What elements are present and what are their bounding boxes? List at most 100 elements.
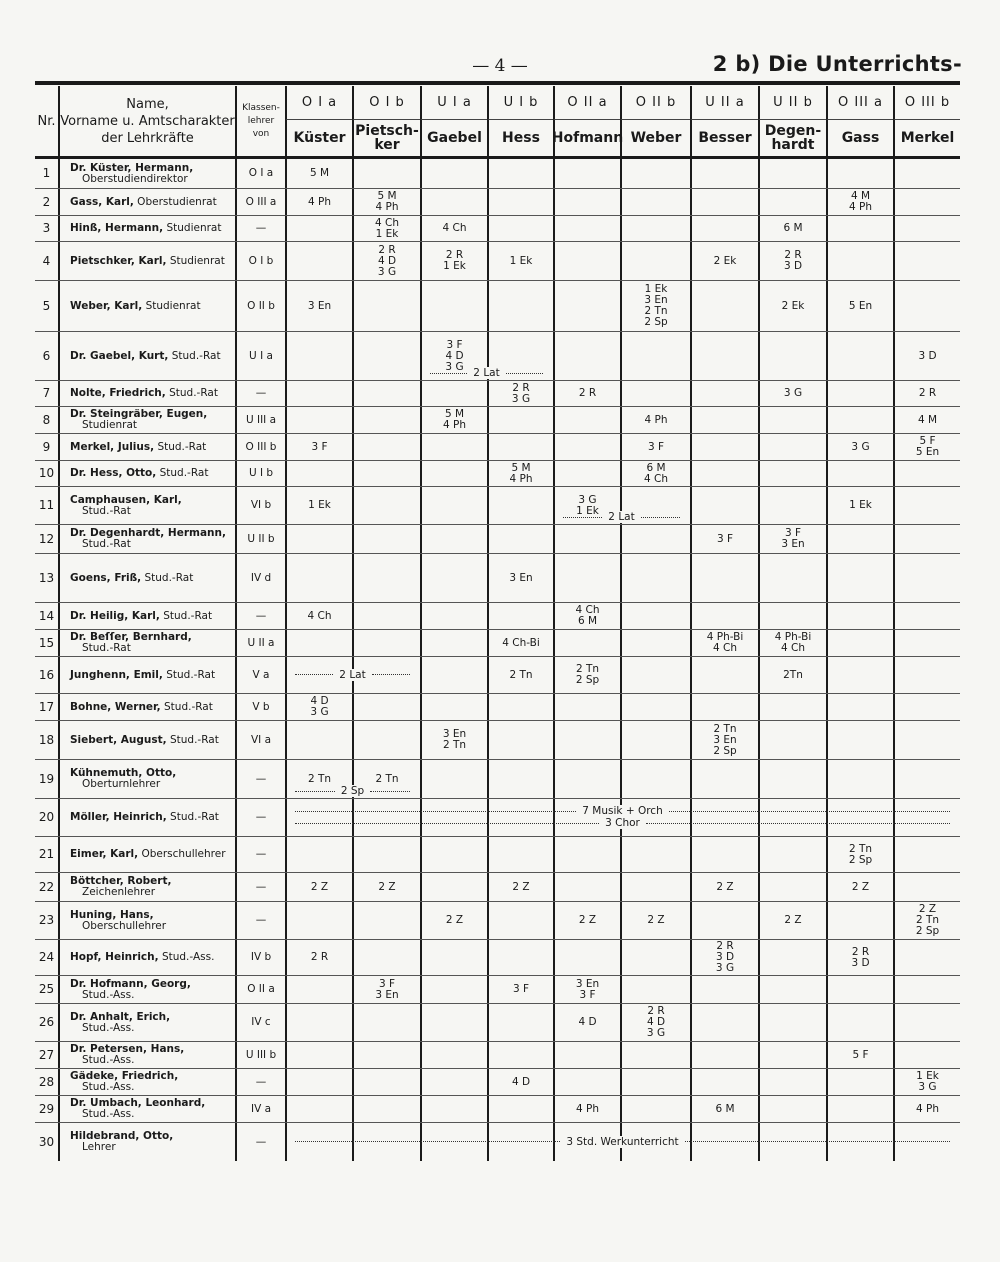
lesson-cell xyxy=(826,407,893,433)
table-row: 21 Eimer, Karl, Oberschullehrer — 2 Tn 2 Sp xyxy=(35,837,960,873)
lesson-cell xyxy=(620,525,690,553)
teacher-name-line: Dr. Beſſer, Bernhard, xyxy=(70,632,192,643)
lesson-cell xyxy=(285,837,352,872)
class-teacher-of: — xyxy=(235,799,285,836)
lesson-cell xyxy=(553,694,620,720)
teacher-surname: Böttcher, Robert, xyxy=(70,875,172,887)
lesson-cell xyxy=(690,332,758,380)
lesson-cell: 4 Ph-Bi 4 Ch xyxy=(690,630,758,656)
lesson-cell xyxy=(620,159,690,188)
shared-lesson-line: 2 Lat xyxy=(557,511,686,523)
lesson-cell xyxy=(690,1042,758,1068)
teacher-rank: Zeichenlehrer xyxy=(82,886,156,898)
teacher-name: Junghenn, Emil, Stud.-Rat xyxy=(58,657,235,693)
lesson-cell: 4 Ch xyxy=(285,603,352,629)
lesson-cell xyxy=(758,189,826,215)
lesson-cell: 4 D xyxy=(487,1069,553,1095)
lesson-cell xyxy=(826,242,893,280)
lesson-cell xyxy=(620,873,690,901)
teacher-name-line: Hopf, Heinrich, Stud.-Ass. xyxy=(70,952,214,963)
teacher-surname: Merkel, Julius, xyxy=(70,440,155,453)
shared-lesson-label: 2 Lat xyxy=(608,511,635,523)
lesson-cell xyxy=(690,407,758,433)
lesson-cell xyxy=(553,407,620,433)
teacher-surname: Kühnemuth, Otto, xyxy=(70,767,177,779)
dotted-leader xyxy=(668,810,951,812)
lesson-cell xyxy=(826,657,893,693)
lesson-cell: 2 R xyxy=(553,381,620,406)
lesson-cell: 3 En xyxy=(487,554,553,602)
teacher-rank: Oberschullehrer xyxy=(82,919,167,932)
lesson-cell: 5 M 4 Ph xyxy=(420,407,487,433)
teacher-name: Dr. Hofmann, Georg, Stud.-Ass. xyxy=(58,976,235,1003)
teacher-surname: Hinß, Hermann, xyxy=(70,222,164,234)
lesson-cell xyxy=(893,694,960,720)
lesson-cell xyxy=(352,159,420,188)
lesson-cell xyxy=(487,940,553,975)
lesson-cell xyxy=(826,603,893,629)
lesson-cell xyxy=(620,487,690,524)
lesson-cell xyxy=(690,461,758,486)
row-number: 2 xyxy=(42,194,51,209)
header-class: O I b xyxy=(352,86,420,120)
lesson-cell xyxy=(690,216,758,241)
teacher-title: Stud.-Rat xyxy=(168,349,221,362)
lesson-cell xyxy=(352,799,420,836)
lesson-cell xyxy=(758,159,826,188)
lesson-cell xyxy=(420,657,487,693)
dotted-leader xyxy=(295,790,335,792)
lesson-cell: 2 Tn 2 Sp xyxy=(826,837,893,872)
lesson-cell: 3 D xyxy=(893,332,960,380)
class-teacher-of: U I b xyxy=(235,461,285,486)
teacher-surname: Dr. Umbach, Leonhard, xyxy=(70,1097,206,1109)
shared-lesson: 7 Musik + Orch 3 Chor xyxy=(285,805,960,830)
lesson-cell: 4 M xyxy=(893,407,960,433)
lesson-cell xyxy=(893,525,960,553)
teacher-name: Goens, Friß, Stud.-Rat xyxy=(58,554,235,602)
teacher-name: Dr. Steingräber, Eugen, Studienrat xyxy=(58,407,235,433)
lesson-cell xyxy=(690,487,758,524)
lesson-cell xyxy=(893,873,960,901)
lesson-cell xyxy=(690,434,758,460)
lesson-cell xyxy=(553,189,620,215)
lesson-cell xyxy=(553,281,620,331)
shared-lesson: 2 Lat xyxy=(285,668,420,682)
lesson-cell xyxy=(487,487,553,524)
lesson-cell: 3 F xyxy=(285,434,352,460)
header-class: O II a xyxy=(553,86,620,120)
lesson-cell: 1 Ek 3 G xyxy=(893,1069,960,1095)
lesson-cell xyxy=(285,216,352,241)
shared-lesson-label: 3 Chor xyxy=(605,817,640,829)
lesson-cell xyxy=(285,976,352,1003)
lesson-cell: 2 R 1 Ek xyxy=(420,242,487,280)
lesson-cell xyxy=(690,554,758,602)
lesson-cell: 1 Ek xyxy=(487,242,553,280)
lesson-cell xyxy=(487,799,553,836)
lesson-cell xyxy=(352,837,420,872)
teacher-surname: Nolte, Friedrich, xyxy=(70,387,166,399)
class-teacher-of: IV c xyxy=(235,1004,285,1041)
lesson-cell xyxy=(553,837,620,872)
lesson-cell xyxy=(826,694,893,720)
dotted-leader xyxy=(645,822,950,824)
lesson-cell xyxy=(285,1096,352,1122)
teacher-title: Oberstudienrat xyxy=(133,195,217,208)
teacher-name: Dr. Umbach, Leonhard, Stud.-Ass. xyxy=(58,1096,235,1122)
lesson-cell xyxy=(620,603,690,629)
page-number: — 4 — xyxy=(472,56,528,76)
lesson-cell xyxy=(553,554,620,602)
lesson-cell xyxy=(893,189,960,215)
lesson-cell xyxy=(285,1042,352,1068)
lesson-cell: 3 F 4 D 3 G xyxy=(420,332,487,380)
teacher-surname: Bohne, Werner, xyxy=(70,700,161,713)
lesson-cell: 5 M 4 Ph xyxy=(487,461,553,486)
lesson-cell xyxy=(285,657,352,693)
lesson-cell xyxy=(553,461,620,486)
teacher-rank: Studienrat xyxy=(82,419,138,431)
teacher-name-line: Dr. Hofmann, Georg, xyxy=(70,978,191,990)
header-class-teacher: Gass xyxy=(826,120,893,156)
